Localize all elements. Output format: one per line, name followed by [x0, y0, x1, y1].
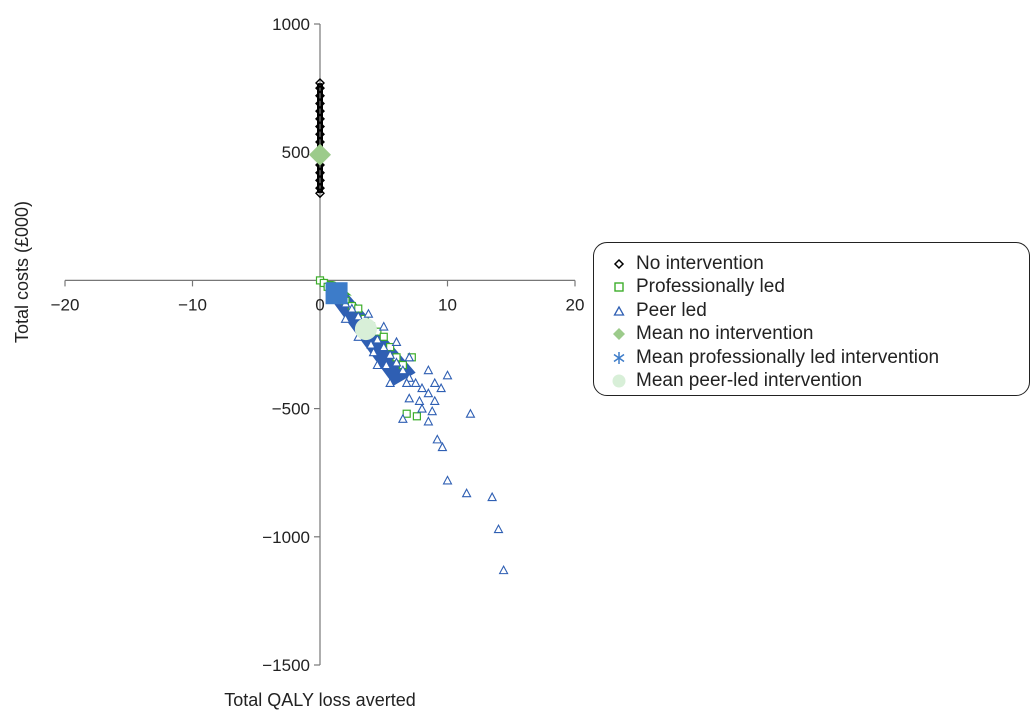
y-tick-label: 500: [282, 143, 310, 162]
y-tick-label: −1000: [262, 528, 310, 547]
peer-led-point: [404, 352, 415, 362]
legend-label: Professionally led: [636, 276, 785, 298]
x-axis-title: Total QALY loss averted: [224, 690, 415, 710]
no-intervention-point: [315, 77, 325, 88]
peer-led-point: [423, 388, 434, 398]
legend-item-professionally-led: Professionally led: [612, 276, 1029, 300]
mean-peer-led-marker: [354, 318, 377, 341]
peer-led-point: [397, 364, 408, 375]
peer-led-point: [437, 441, 448, 452]
peer-led-point: [442, 370, 453, 380]
mean-markers: [309, 143, 377, 341]
y-axis-title: Total costs (£000): [12, 201, 32, 343]
peer-led-point: [417, 403, 427, 413]
y-tick-label: −500: [272, 400, 310, 419]
triangle-open-icon: [612, 304, 626, 318]
legend-label: No intervention: [636, 252, 764, 274]
x-tick-label: −20: [51, 295, 80, 314]
professionally-led-point: [412, 412, 421, 421]
peer-led-point: [427, 405, 438, 416]
legend-label: Mean no intervention: [636, 323, 814, 345]
peer-led-point: [363, 308, 374, 318]
peer-led-point: [493, 523, 504, 534]
peer-led-point: [385, 349, 396, 359]
square-open-icon: [612, 280, 626, 294]
x-tick-label: 0: [315, 295, 324, 314]
peer-led-point: [487, 491, 498, 502]
x-tick-label: 20: [566, 295, 585, 314]
peer-led-point: [442, 475, 453, 485]
legend-label: Peer led: [636, 299, 707, 321]
peer-led-point: [372, 334, 383, 344]
peer-led-point: [423, 364, 434, 375]
legend-item-mean-no-intervention: Mean no intervention: [612, 323, 1029, 347]
professionally-led-point: [402, 409, 411, 418]
peer-led-point: [391, 336, 402, 346]
x-tick-label: −10: [178, 295, 207, 314]
peer-led-point: [372, 359, 383, 370]
peer-led-point: [461, 488, 472, 498]
peer-led-point: [417, 382, 427, 393]
asterisk-icon: [612, 351, 626, 365]
peer-led-point: [404, 393, 415, 403]
diamond-icon: [612, 327, 626, 341]
legend-item-no-intervention: No intervention: [612, 252, 1029, 276]
peer-led-point: [423, 416, 434, 426]
legend: No intervention Professionally led Peer …: [593, 242, 1030, 396]
peer-led-point: [410, 377, 421, 388]
peer-led-point: [381, 359, 392, 370]
peer-led-point: [391, 357, 402, 367]
peer-led-point: [340, 313, 351, 323]
mean-no-intervention-marker: [309, 143, 331, 166]
legend-item-mean-peer-led: Mean peer-led intervention: [612, 370, 1029, 394]
peer-led-point: [346, 303, 357, 313]
x-tick-label: 10: [438, 295, 457, 314]
point-cloud-layer: [316, 82, 416, 386]
no-intervention-point: [315, 188, 325, 199]
peer-led-point: [378, 341, 389, 352]
peer-led-point: [414, 395, 425, 405]
legend-item-mean-professionally-led: Mean professionally led intervention: [612, 346, 1029, 370]
peer-led-point: [401, 377, 412, 388]
peer-led-point: [385, 377, 396, 388]
data-points: [315, 77, 509, 575]
professionally-led-point: [379, 332, 388, 341]
peer-led-point: [498, 564, 509, 575]
peer-led-point: [432, 434, 443, 444]
legend-item-peer-led: Peer led: [612, 299, 1029, 323]
y-tick-label: 1000: [272, 15, 310, 34]
legend-label: Mean professionally led intervention: [636, 346, 940, 368]
peer-led-point: [368, 347, 379, 357]
peer-led-point: [429, 395, 440, 405]
peer-led-point: [429, 377, 440, 388]
tick-labels: −20 −10 0 10 20 1000 500 −500 −1000 −1500: [51, 15, 585, 675]
peer-led-point: [436, 382, 447, 393]
legend-label: Mean peer-led intervention: [636, 370, 863, 392]
axes: [65, 24, 575, 665]
diamond-open-icon: [612, 257, 626, 271]
peer-led-point: [465, 408, 476, 418]
peer-led-point: [353, 311, 364, 321]
no-intervention-point: [315, 183, 325, 194]
y-tick-label: −1500: [262, 656, 310, 675]
peer-led-point: [397, 413, 408, 423]
peer-led-point: [378, 321, 389, 331]
peer-led-point: [366, 339, 376, 349]
mean-professionally-led-marker: [325, 282, 348, 305]
circle-icon: [612, 374, 626, 388]
